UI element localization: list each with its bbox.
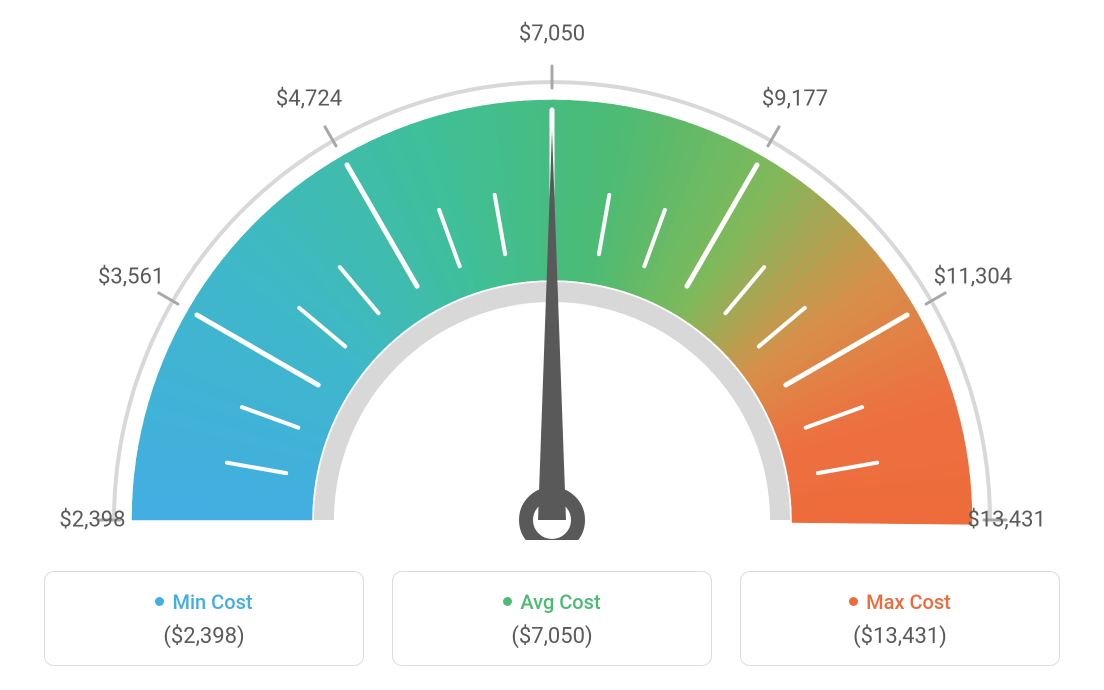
legend-value: ($2,398): [55, 624, 353, 649]
gauge-chart: $2,398 $3,561 $4,724 $7,050 $9,177 $11,304 $13…: [52, 20, 1052, 540]
legend-dot-icon: [849, 597, 858, 606]
legend-dot-icon: [155, 597, 164, 606]
legend-row: Min Cost ($2,398) Avg Cost ($7,050) Max Cost…: [44, 571, 1060, 666]
tick-label: $11,304: [934, 265, 1013, 290]
tick-label: $9,177: [762, 87, 828, 112]
tick-label: $3,561: [98, 265, 164, 290]
legend-label: Min Cost: [172, 590, 252, 614]
legend-card-max-cost: Max Cost ($13,431): [740, 571, 1060, 666]
legend-label: Avg Cost: [520, 590, 600, 614]
tick-label: $7,050: [519, 22, 585, 47]
legend-card-min-cost: Min Cost ($2,398): [44, 571, 364, 666]
legend-value: ($7,050): [403, 624, 701, 649]
tick-label: $2,398: [59, 508, 125, 533]
legend-card-avg-cost: Avg Cost ($7,050): [392, 571, 712, 666]
legend-title: Avg Cost: [403, 590, 701, 614]
tick-label: $4,724: [276, 87, 342, 112]
legend-value: ($13,431): [751, 624, 1049, 649]
legend-title: Min Cost: [55, 590, 353, 614]
legend-title: Max Cost: [751, 590, 1049, 614]
legend-dot-icon: [503, 597, 512, 606]
legend-label: Max Cost: [866, 590, 951, 614]
gauge-svg: [52, 20, 1052, 540]
tick-label: $13,431: [967, 508, 1046, 533]
